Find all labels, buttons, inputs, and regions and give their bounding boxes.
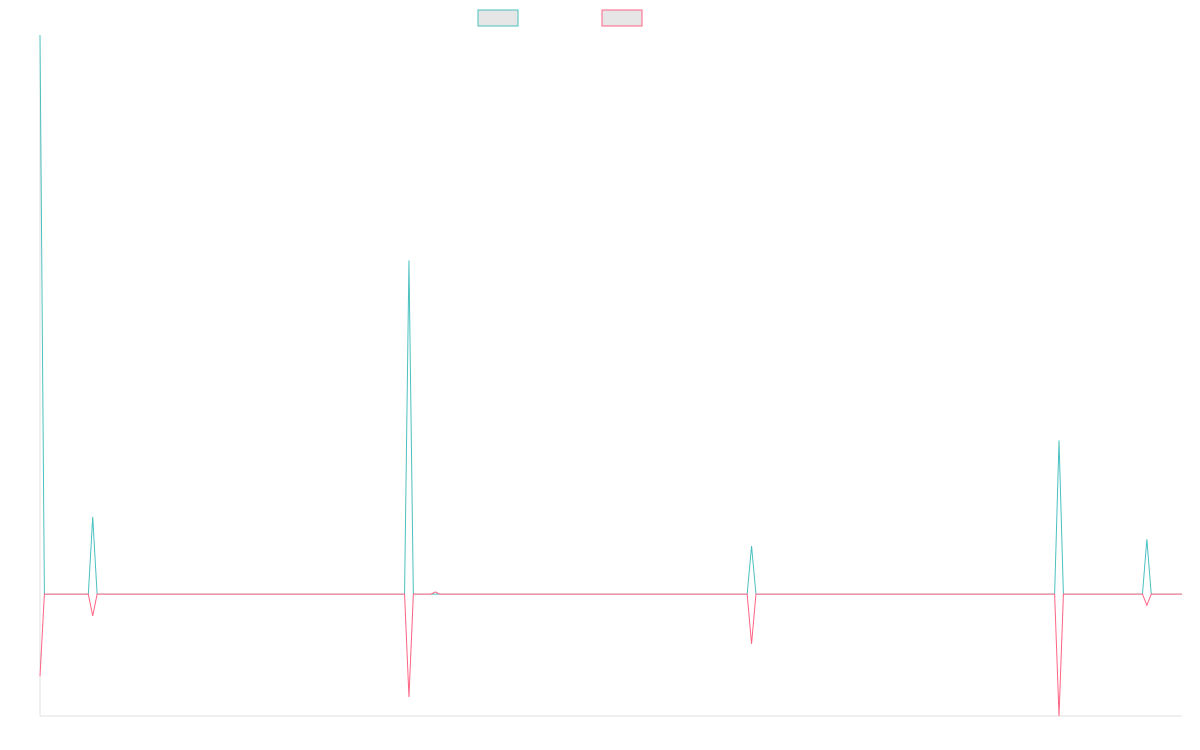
legend-swatch[interactable] [601, 9, 643, 27]
series-line [39, 34, 1182, 595]
series-line [39, 591, 1182, 717]
legend-swatch[interactable] [477, 9, 519, 27]
